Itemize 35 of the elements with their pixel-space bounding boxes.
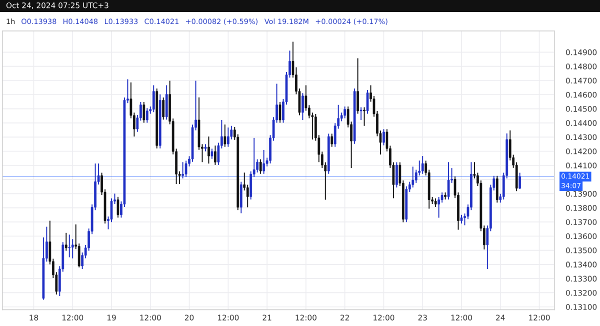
candlestick <box>360 106 362 120</box>
candlestick <box>165 84 168 120</box>
candlestick <box>396 162 398 188</box>
candlestick <box>210 148 214 160</box>
candlestick <box>366 89 369 114</box>
candlestick <box>421 156 424 174</box>
candlestick <box>142 102 146 124</box>
candlestick <box>226 126 230 148</box>
candlestick <box>447 162 450 200</box>
candlestick <box>214 145 216 166</box>
candlestick <box>146 108 148 124</box>
candlestick <box>64 232 68 252</box>
candlestick <box>259 158 262 174</box>
candlestick <box>116 196 120 218</box>
candlestick <box>382 128 385 146</box>
candlestick <box>71 238 74 259</box>
candlestick <box>152 84 155 113</box>
candlestick <box>240 181 242 214</box>
candlestick <box>278 102 282 124</box>
candlestick <box>412 166 414 188</box>
candlestick <box>162 96 165 120</box>
candlestick <box>302 92 304 120</box>
candlestick <box>496 175 498 204</box>
candlestick <box>262 149 265 174</box>
candlestick <box>184 160 188 178</box>
candlestick <box>438 196 440 218</box>
candlestick <box>208 136 210 164</box>
candlestick <box>363 106 366 126</box>
candlestick <box>68 234 71 258</box>
candlestick <box>330 133 334 148</box>
candlestick <box>344 106 346 119</box>
candlestick <box>182 162 184 179</box>
candlestick <box>224 124 226 148</box>
candlestick <box>518 172 522 190</box>
candlestick <box>356 58 359 114</box>
